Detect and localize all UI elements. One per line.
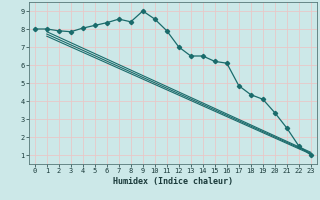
X-axis label: Humidex (Indice chaleur): Humidex (Indice chaleur) [113,177,233,186]
